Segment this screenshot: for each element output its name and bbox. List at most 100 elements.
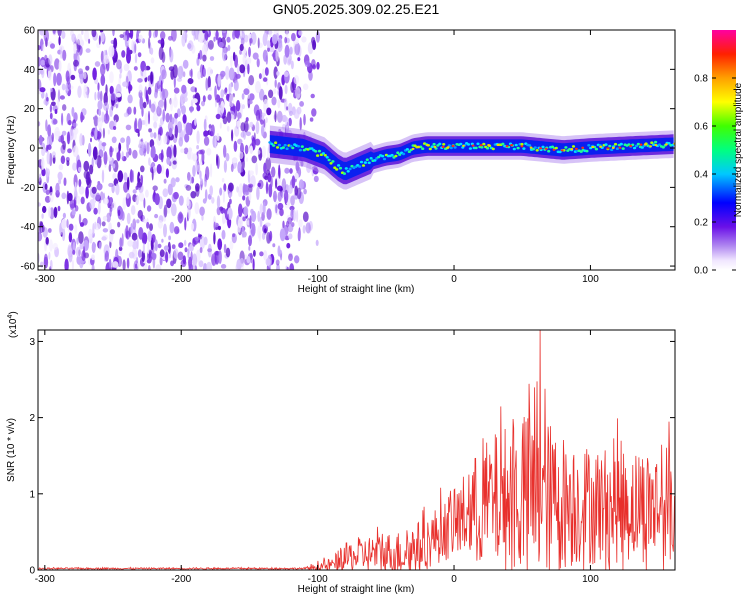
heatmap-cell (78, 213, 82, 225)
signal-cell (619, 142, 623, 146)
signal-peak-cell (649, 145, 652, 148)
heatmap-cell (285, 117, 290, 130)
heatmap-cell (227, 44, 231, 52)
heatmap-cell (220, 70, 226, 78)
heatmap-cell (228, 192, 233, 198)
y-tick-label: 0 (29, 144, 35, 155)
heatmap-cell (45, 237, 49, 245)
heatmap-cell (207, 75, 211, 89)
heatmap-cell (230, 55, 233, 68)
heatmap-cell (239, 43, 244, 52)
heatmap-cell (161, 238, 164, 243)
heatmap-cell (170, 177, 176, 188)
heatmap-cell (196, 104, 201, 112)
heatmap-cell (91, 263, 95, 270)
heatmap-cell (79, 73, 84, 85)
heatmap-cell (92, 146, 98, 160)
heatmap-cell (217, 238, 223, 251)
heatmap-cell (225, 247, 231, 258)
heatmap-cell (249, 215, 252, 229)
heatmap-cell (240, 37, 245, 46)
signal-cell (516, 146, 520, 150)
heatmap-cell (181, 105, 186, 115)
signal-cell (300, 145, 304, 148)
heatmap-cell (58, 36, 61, 46)
heatmap-cell (188, 151, 194, 160)
heatmap-cell (238, 190, 243, 198)
heatmap-cell (87, 142, 92, 157)
heatmap-cell (283, 71, 289, 77)
heatmap-cell (191, 30, 196, 36)
heatmap-cell (222, 115, 228, 125)
heatmap-cell (109, 71, 114, 84)
signal-cell (316, 154, 320, 157)
heatmap-cell (271, 166, 276, 178)
signal-cell (390, 153, 394, 157)
heatmap-cell (109, 206, 112, 217)
heatmap-cell (208, 87, 212, 91)
heatmap-cell (237, 112, 242, 119)
heatmap-cell (225, 93, 230, 101)
spectrogram-y-axis: -60 -40 -20 0 20 40 60 (21, 26, 675, 273)
snr-frame (37, 329, 676, 571)
heatmap-cell (199, 206, 205, 216)
signal-cell (613, 142, 618, 146)
signal-cell (337, 164, 341, 167)
heatmap-cell (38, 44, 41, 51)
heatmap-cell (123, 63, 130, 72)
heatmap-cell (182, 114, 187, 124)
heatmap-cell (218, 41, 224, 48)
heatmap-cell (103, 54, 110, 65)
heatmap-cell (187, 205, 191, 219)
heatmap-cell (147, 230, 152, 242)
heatmap-cell (214, 99, 217, 108)
heatmap-cell (103, 197, 109, 205)
heatmap-cell (185, 184, 192, 191)
heatmap-cell (51, 101, 56, 107)
heatmap-cell (174, 226, 180, 235)
heatmap-cell (163, 245, 169, 251)
heatmap-cell (249, 121, 254, 128)
heatmap-cell (231, 157, 238, 164)
signal-peak-cell (591, 145, 595, 149)
signal-cell (394, 154, 398, 158)
heatmap-cell (41, 168, 46, 177)
heatmap-cell (132, 149, 138, 159)
signal-peak-cell (599, 145, 602, 148)
heatmap-cell (284, 167, 290, 174)
heatmap-cell (218, 250, 222, 264)
heatmap-cell (108, 182, 114, 188)
signal-cell (367, 161, 371, 165)
heatmap-cell (206, 67, 213, 77)
heatmap-cell (182, 31, 188, 40)
heatmap-cell (187, 248, 190, 259)
heatmap-cell (127, 106, 132, 115)
signal-cell (535, 149, 539, 152)
heatmap-cell (137, 118, 143, 131)
heatmap-cell (92, 67, 97, 81)
heatmap-cell (49, 104, 53, 113)
heatmap-cell (58, 164, 64, 171)
heatmap-cell (194, 236, 200, 242)
heatmap-cell (103, 113, 110, 124)
heatmap-cell (135, 196, 139, 204)
signal-cell (438, 142, 442, 146)
heatmap-cell (259, 251, 264, 257)
heatmap-cell (62, 140, 66, 150)
heatmap-cell (211, 197, 215, 204)
heatmap-cell (173, 87, 180, 94)
heatmap-cell (112, 261, 119, 268)
signal-cell (522, 147, 526, 150)
heatmap-cell (205, 77, 209, 91)
signal-cell (275, 146, 280, 149)
heatmap-cell (112, 163, 116, 169)
heatmap-cell (113, 114, 119, 123)
signal-peak-cell (654, 144, 658, 147)
heatmap-cell (261, 232, 266, 240)
heatmap-cell (242, 183, 246, 196)
y-tick-label: 60 (24, 26, 36, 37)
heatmap-cell (265, 157, 272, 171)
heatmap-cell (215, 30, 219, 41)
heatmap-cell (159, 249, 165, 258)
